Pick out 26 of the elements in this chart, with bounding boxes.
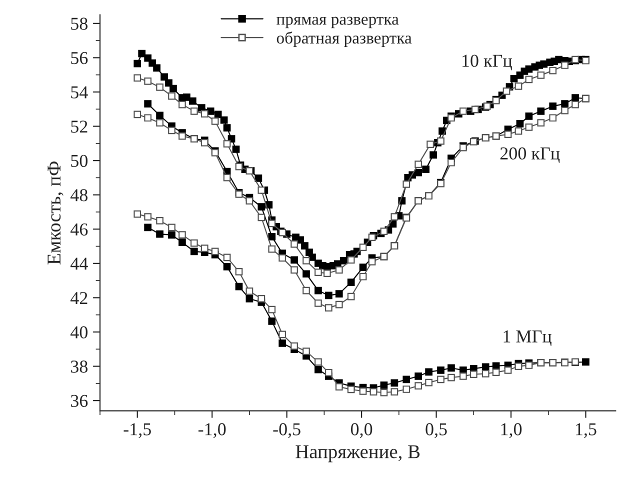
y-tick-label: 50 <box>71 154 88 168</box>
x-tick-label: 1,0 <box>501 423 522 438</box>
y-tick-label: 44 <box>70 258 88 270</box>
y-tick-label: 52 <box>71 120 88 133</box>
x-tick-label: 0,5 <box>426 423 447 438</box>
y-tick-label: 36 <box>71 394 88 408</box>
x-tick-label: -1,0 <box>198 423 226 438</box>
x-tick-label: 1,5 <box>576 423 596 438</box>
legend-label: прямая развертка <box>276 16 399 28</box>
y-tick-label: 46 <box>70 223 88 236</box>
legend-label: обратная развертка <box>276 32 412 47</box>
y-tick-label: 54 <box>71 86 88 98</box>
annotation: 1 МГц <box>504 330 552 346</box>
y-tick-label: 40 <box>70 326 88 338</box>
x-tick-label: -0,5 <box>273 423 300 438</box>
x-tick-label: -1,5 <box>124 423 151 438</box>
y-tick-label: 58 <box>71 18 88 30</box>
y-tick-label: 48 <box>70 189 88 202</box>
annotation: 10 кГц <box>462 54 512 70</box>
y-axis-title: Емкость, пФ <box>48 161 64 264</box>
x-axis-title: Напряжение, В <box>296 445 420 462</box>
y-tick-label: 42 <box>70 292 88 304</box>
annotation: 200 кГц <box>500 147 560 163</box>
y-tick-label: 56 <box>71 52 88 64</box>
x-tick-label: 0,0 <box>350 423 372 438</box>
y-tick-label: 38 <box>71 360 88 373</box>
